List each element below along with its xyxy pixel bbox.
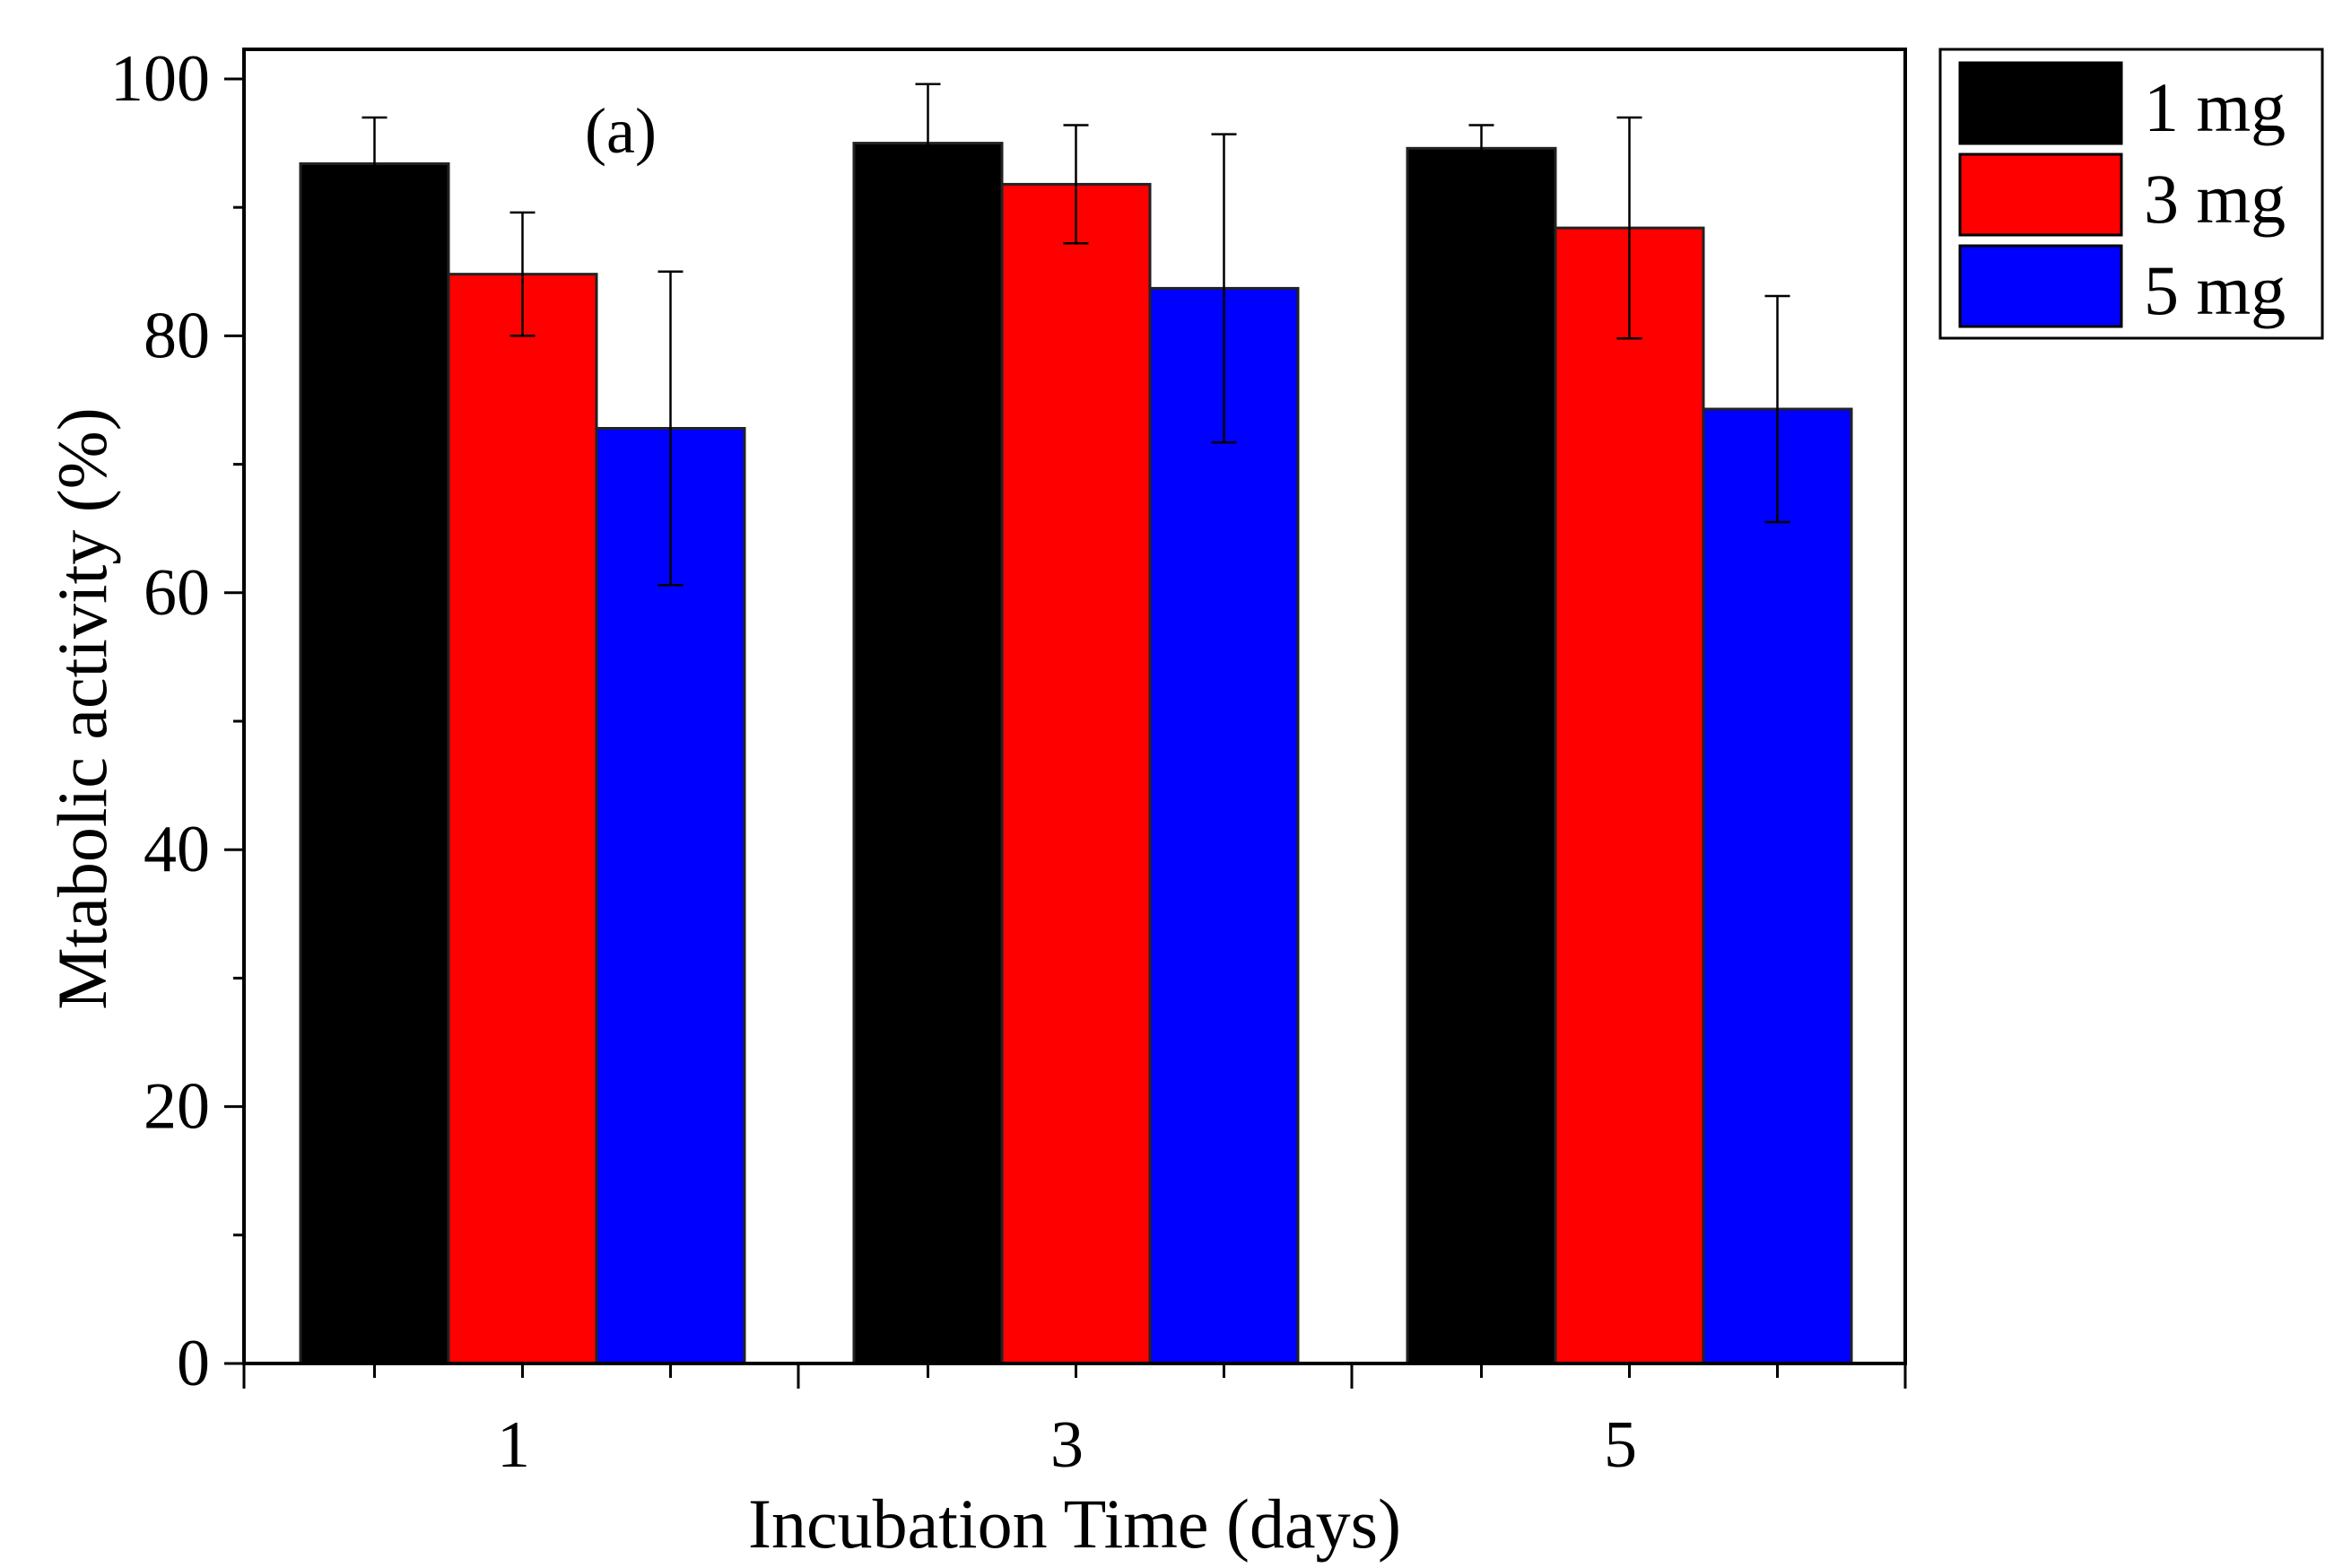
bar-5mg-day5 <box>1702 407 1853 1365</box>
chart-annotation: (a) <box>585 95 657 167</box>
legend-swatch-3mg <box>1958 152 2123 237</box>
legend-label-1mg: 1 mg <box>2144 68 2286 146</box>
error-bar-3mg-day3 <box>1063 124 1089 245</box>
legend-label-5mg: 5 mg <box>2144 251 2286 329</box>
y-axis: 0 20 40 60 80 100 <box>110 42 244 1400</box>
x-axis-title: Incubation Time (days) <box>748 1485 1401 1563</box>
bar-1mg-day1 <box>299 162 450 1365</box>
y-tick-label: 100 <box>110 42 210 116</box>
y-tick-label: 40 <box>144 813 210 886</box>
error-bar-3mg-day1 <box>509 211 536 337</box>
bar-3mg-day5 <box>1554 226 1705 1365</box>
x-tick-label: 3 <box>1050 1408 1084 1482</box>
bar-1mg-day5 <box>1406 146 1557 1365</box>
error-bar-5mg-day3 <box>1211 133 1237 444</box>
error-bar-5mg-day5 <box>1764 294 1790 524</box>
legend: 1 mg 3 mg 5 mg <box>1938 48 2324 340</box>
y-axis-title: Mtabolic activity (%) <box>43 407 121 1009</box>
error-bar-1mg-day5 <box>1468 124 1494 173</box>
y-tick-label: 20 <box>144 1070 210 1144</box>
error-bar-3mg-day5 <box>1616 116 1642 340</box>
y-tick-label: 0 <box>177 1327 210 1400</box>
error-bar-5mg-day1 <box>658 270 684 587</box>
legend-label-3mg: 3 mg <box>2144 160 2286 238</box>
bar-3mg-day3 <box>1000 182 1152 1365</box>
bar-3mg-day1 <box>447 273 598 1365</box>
legend-swatch-5mg <box>1958 244 2123 328</box>
error-bar-1mg-day3 <box>915 83 941 204</box>
error-bars-layer <box>361 83 1790 587</box>
x-axis: 1 3 5 <box>242 1363 1907 1482</box>
x-tick-label: 1 <box>497 1408 530 1482</box>
x-tick-label: 5 <box>1604 1408 1637 1482</box>
bar-1mg-day3 <box>852 142 1004 1365</box>
y-tick-label: 80 <box>144 299 210 372</box>
bars-layer <box>299 142 1853 1365</box>
legend-swatch-1mg <box>1958 61 2123 145</box>
bar-5mg-day3 <box>1148 286 1300 1365</box>
y-tick-label: 60 <box>144 556 210 630</box>
error-bar-1mg-day1 <box>361 116 388 212</box>
